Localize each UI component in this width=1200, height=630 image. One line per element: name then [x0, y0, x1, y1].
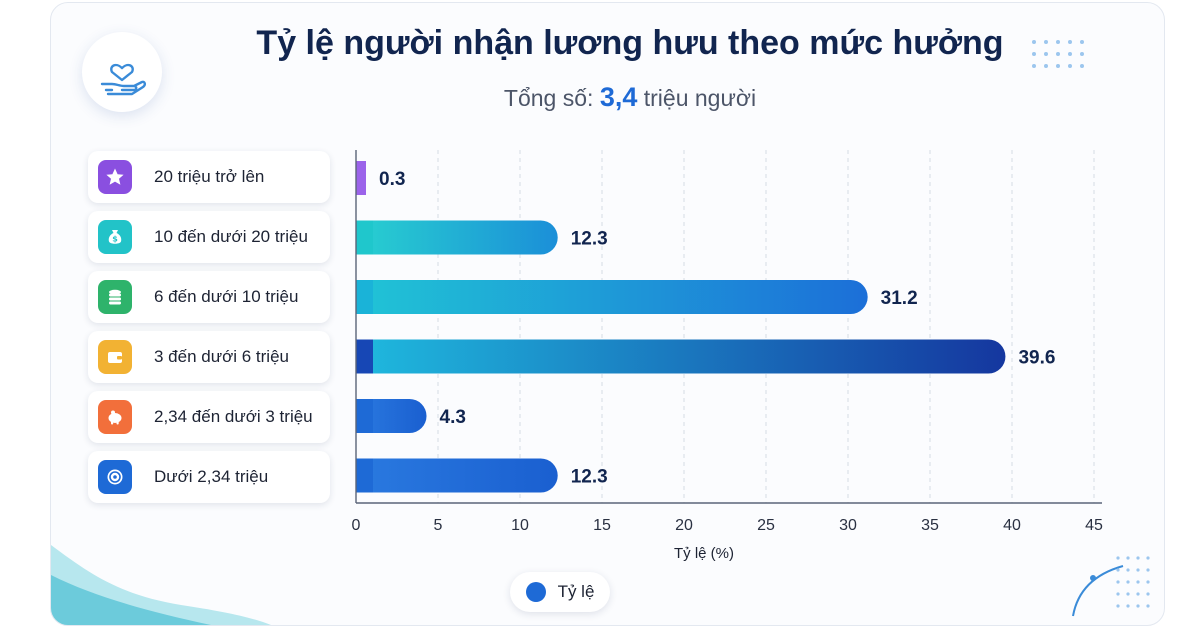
x-tick-label: 20	[675, 517, 693, 534]
category-text-3: 3 đến dưới 6 triệu	[154, 347, 289, 366]
svg-text:$: $	[112, 235, 118, 244]
x-tick-label: 45	[1085, 517, 1103, 534]
value-label-0: 0.3	[379, 169, 405, 190]
piggy-bank-icon	[98, 400, 132, 434]
star-icon	[98, 160, 132, 194]
x-tick-label: 30	[839, 517, 857, 534]
category-text-1: 10 đến dưới 20 triệu	[154, 227, 308, 246]
bar-4-base	[356, 399, 373, 433]
category-text-5: Dưới 2,34 triệu	[154, 467, 269, 486]
legend: Tỷ lệ	[510, 572, 610, 612]
bar-3	[356, 339, 1006, 374]
x-tick-label: 5	[434, 517, 443, 534]
bar-0-base	[356, 161, 366, 195]
category-label-4: 2,34 đến dưới 3 triệu	[88, 391, 330, 443]
x-tick-label: 0	[352, 517, 361, 534]
x-tick-label: 25	[757, 517, 775, 534]
category-label-5: Dưới 2,34 triệu	[88, 451, 330, 503]
chart-subtitle: Tổng số: 3,4 triệu người	[0, 82, 1200, 113]
value-label-2: 31.2	[881, 288, 918, 309]
subtitle-prefix: Tổng số:	[503, 85, 600, 111]
category-text-0: 20 triệu trở lên	[154, 167, 265, 186]
category-label-3: 3 đến dưới 6 triệu	[88, 331, 330, 383]
bar-2-base	[356, 280, 373, 314]
heart-hand-icon	[100, 63, 146, 96]
bar-1	[356, 220, 558, 255]
x-tick-label: 10	[511, 517, 529, 534]
coin-icon	[98, 460, 132, 494]
bar-5	[356, 458, 558, 493]
category-text-4: 2,34 đến dưới 3 triệu	[154, 407, 313, 426]
bar-2	[356, 280, 868, 314]
x-tick-label: 35	[921, 517, 939, 534]
x-tick-label: 40	[1003, 517, 1021, 534]
value-label-5: 12.3	[571, 467, 608, 488]
value-label-4: 4.3	[440, 407, 466, 428]
bar-3-base	[356, 339, 373, 374]
value-label-3: 39.6	[1018, 348, 1055, 369]
coins-icon	[98, 280, 132, 314]
bar-4	[356, 399, 427, 433]
corner-dots-decoration	[1072, 556, 1150, 617]
subtitle-suffix: triệu người	[637, 85, 757, 111]
chart-title: Tỷ lệ người nhận lương hưu theo mức hưởn…	[256, 24, 1004, 62]
legend-label: Tỷ lệ	[557, 582, 595, 601]
category-label-0: 20 triệu trở lên	[88, 151, 330, 203]
category-label-2: 6 đến dưới 10 triệu	[88, 271, 330, 323]
money-bag-icon: $	[98, 220, 132, 254]
wave-decoration	[51, 545, 271, 625]
bar-5-base	[356, 458, 373, 493]
category-label-1: $ 10 đến dưới 20 triệu	[88, 211, 330, 263]
logo-badge	[82, 32, 162, 112]
legend-swatch	[525, 582, 546, 602]
total-value: 3,4	[599, 82, 638, 112]
category-text-2: 6 đến dưới 10 triệu	[154, 287, 299, 306]
x-axis-title: Tỷ lệ (%)	[674, 545, 734, 562]
dot-grid-decoration	[1032, 40, 1084, 68]
x-tick-label: 15	[593, 517, 611, 534]
value-label-1: 12.3	[571, 229, 608, 250]
bar-1-base	[356, 220, 373, 255]
wallet-icon	[98, 340, 132, 374]
